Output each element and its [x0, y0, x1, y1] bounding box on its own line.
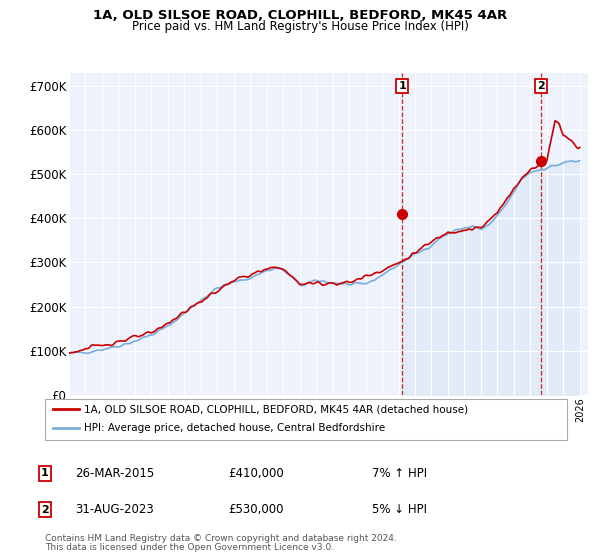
- Text: 1: 1: [41, 468, 49, 478]
- Text: 31-AUG-2023: 31-AUG-2023: [75, 503, 154, 516]
- Text: 2: 2: [538, 81, 545, 91]
- Text: 2: 2: [41, 505, 49, 515]
- Text: 1A, OLD SILSOE ROAD, CLOPHILL, BEDFORD, MK45 4AR (detached house): 1A, OLD SILSOE ROAD, CLOPHILL, BEDFORD, …: [84, 404, 468, 414]
- Text: 5% ↓ HPI: 5% ↓ HPI: [372, 503, 427, 516]
- Text: 7% ↑ HPI: 7% ↑ HPI: [372, 466, 427, 480]
- Text: £410,000: £410,000: [228, 466, 284, 480]
- Text: Contains HM Land Registry data © Crown copyright and database right 2024.: Contains HM Land Registry data © Crown c…: [45, 534, 397, 543]
- Text: £530,000: £530,000: [228, 503, 284, 516]
- Text: HPI: Average price, detached house, Central Bedfordshire: HPI: Average price, detached house, Cent…: [84, 423, 385, 433]
- Text: 1A, OLD SILSOE ROAD, CLOPHILL, BEDFORD, MK45 4AR: 1A, OLD SILSOE ROAD, CLOPHILL, BEDFORD, …: [93, 9, 507, 22]
- Text: 1: 1: [398, 81, 406, 91]
- Text: This data is licensed under the Open Government Licence v3.0.: This data is licensed under the Open Gov…: [45, 543, 334, 552]
- Text: Price paid vs. HM Land Registry's House Price Index (HPI): Price paid vs. HM Land Registry's House …: [131, 20, 469, 33]
- Text: 26-MAR-2015: 26-MAR-2015: [75, 466, 154, 480]
